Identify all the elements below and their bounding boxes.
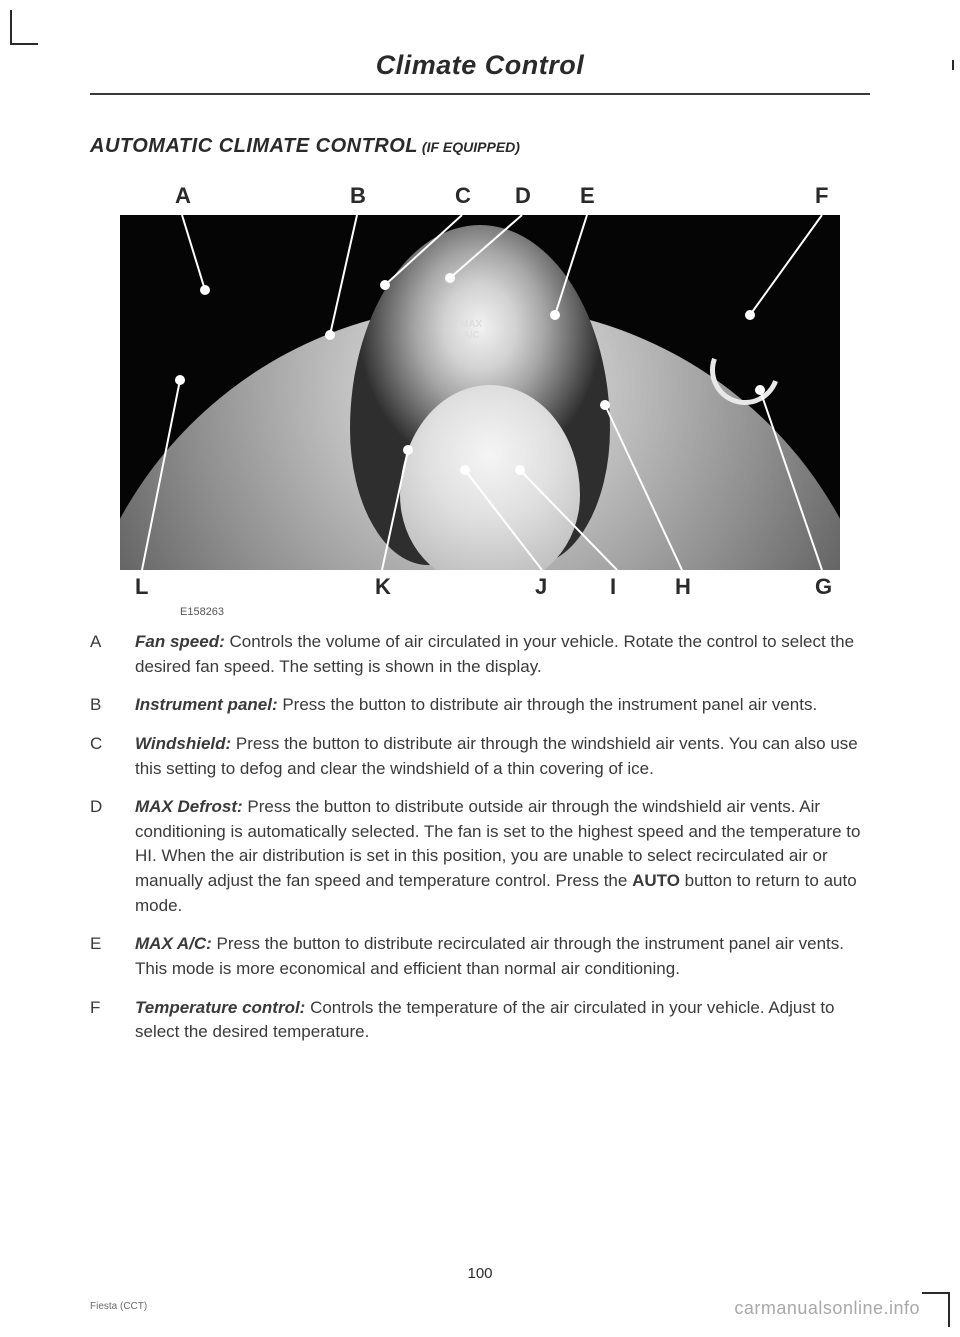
definition-letter: E (90, 932, 135, 981)
watermark: carmanualsonline.info (734, 1298, 920, 1319)
definition-body: Fan speed: Controls the volume of air ci… (135, 630, 870, 679)
definition-body: MAX Defrost: Press the button to distrib… (135, 795, 870, 918)
definition-text: Controls the volume of air circulated in… (135, 632, 854, 676)
definition-row-D: DMAX Defrost: Press the button to distri… (90, 795, 870, 918)
page-container: Climate Control AUTOMATIC CLIMATE CONTRO… (0, 0, 960, 1337)
diagram-label-D: D (515, 183, 531, 209)
definition-body: Windshield: Press the button to distribu… (135, 732, 870, 781)
diagram-label-I: I (610, 574, 616, 600)
definition-letter: F (90, 996, 135, 1045)
diagram-block: A B C D E F MAXA/C (120, 183, 840, 600)
diagram-label-H: H (675, 574, 691, 600)
footer-model: Fiesta (CCT) (90, 1301, 147, 1312)
definition-term: Fan speed: (135, 632, 225, 651)
section-title: AUTOMATIC CLIMATE CONTROL (90, 135, 418, 157)
diagram-label-K: K (375, 574, 391, 600)
inline-bold-text: AUTO (632, 871, 680, 890)
definition-term: MAX A/C: (135, 934, 212, 953)
definition-letter: D (90, 795, 135, 918)
definition-body: MAX A/C: Press the button to distribute … (135, 932, 870, 981)
diagram-label-B: B (350, 183, 366, 209)
diagram-label-E: E (580, 183, 595, 209)
diagram-label-A: A (175, 183, 191, 209)
diagram-label-C: C (455, 183, 471, 209)
diagram-label-F: F (815, 183, 828, 209)
diagram-top-labels: A B C D E F (120, 183, 840, 209)
definition-letter: A (90, 630, 135, 679)
diagram-image: MAXA/C (120, 215, 840, 570)
definition-row-F: FTemperature control: Controls the tempe… (90, 996, 870, 1045)
definition-row-C: CWindshield: Press the button to distrib… (90, 732, 870, 781)
definition-row-B: BInstrument panel: Press the button to d… (90, 693, 870, 718)
diagram-label-L: L (135, 574, 148, 600)
leader-lines (120, 215, 840, 570)
definition-body: Temperature control: Controls the temper… (135, 996, 870, 1045)
diagram-bottom-labels: LKJIHG (120, 574, 840, 600)
section-qualifier: (IF EQUIPPED) (418, 139, 520, 155)
diagram-label-G: G (815, 574, 832, 600)
definition-letter: C (90, 732, 135, 781)
definition-body: Instrument panel: Press the button to di… (135, 693, 870, 718)
section-heading: AUTOMATIC CLIMATE CONTROL (IF EQUIPPED) (90, 135, 870, 158)
definition-text: Press the button to distribute air throu… (135, 734, 858, 778)
page-number: 100 (0, 1265, 960, 1282)
definition-text: Press the button to distribute air throu… (278, 695, 818, 714)
definition-term: Windshield: (135, 734, 231, 753)
definition-term: MAX Defrost: (135, 797, 243, 816)
definition-term: Instrument panel: (135, 695, 278, 714)
definition-row-E: EMAX A/C: Press the button to distribute… (90, 932, 870, 981)
definition-letter: B (90, 693, 135, 718)
chapter-title: Climate Control (90, 50, 870, 95)
definition-text: Press the button to distribute recircula… (135, 934, 844, 978)
definitions-list: AFan speed: Controls the volume of air c… (90, 630, 870, 1045)
diagram-code: E158263 (180, 606, 224, 618)
definition-row-A: AFan speed: Controls the volume of air c… (90, 630, 870, 679)
definition-term: Temperature control: (135, 998, 305, 1017)
diagram-label-J: J (535, 574, 547, 600)
